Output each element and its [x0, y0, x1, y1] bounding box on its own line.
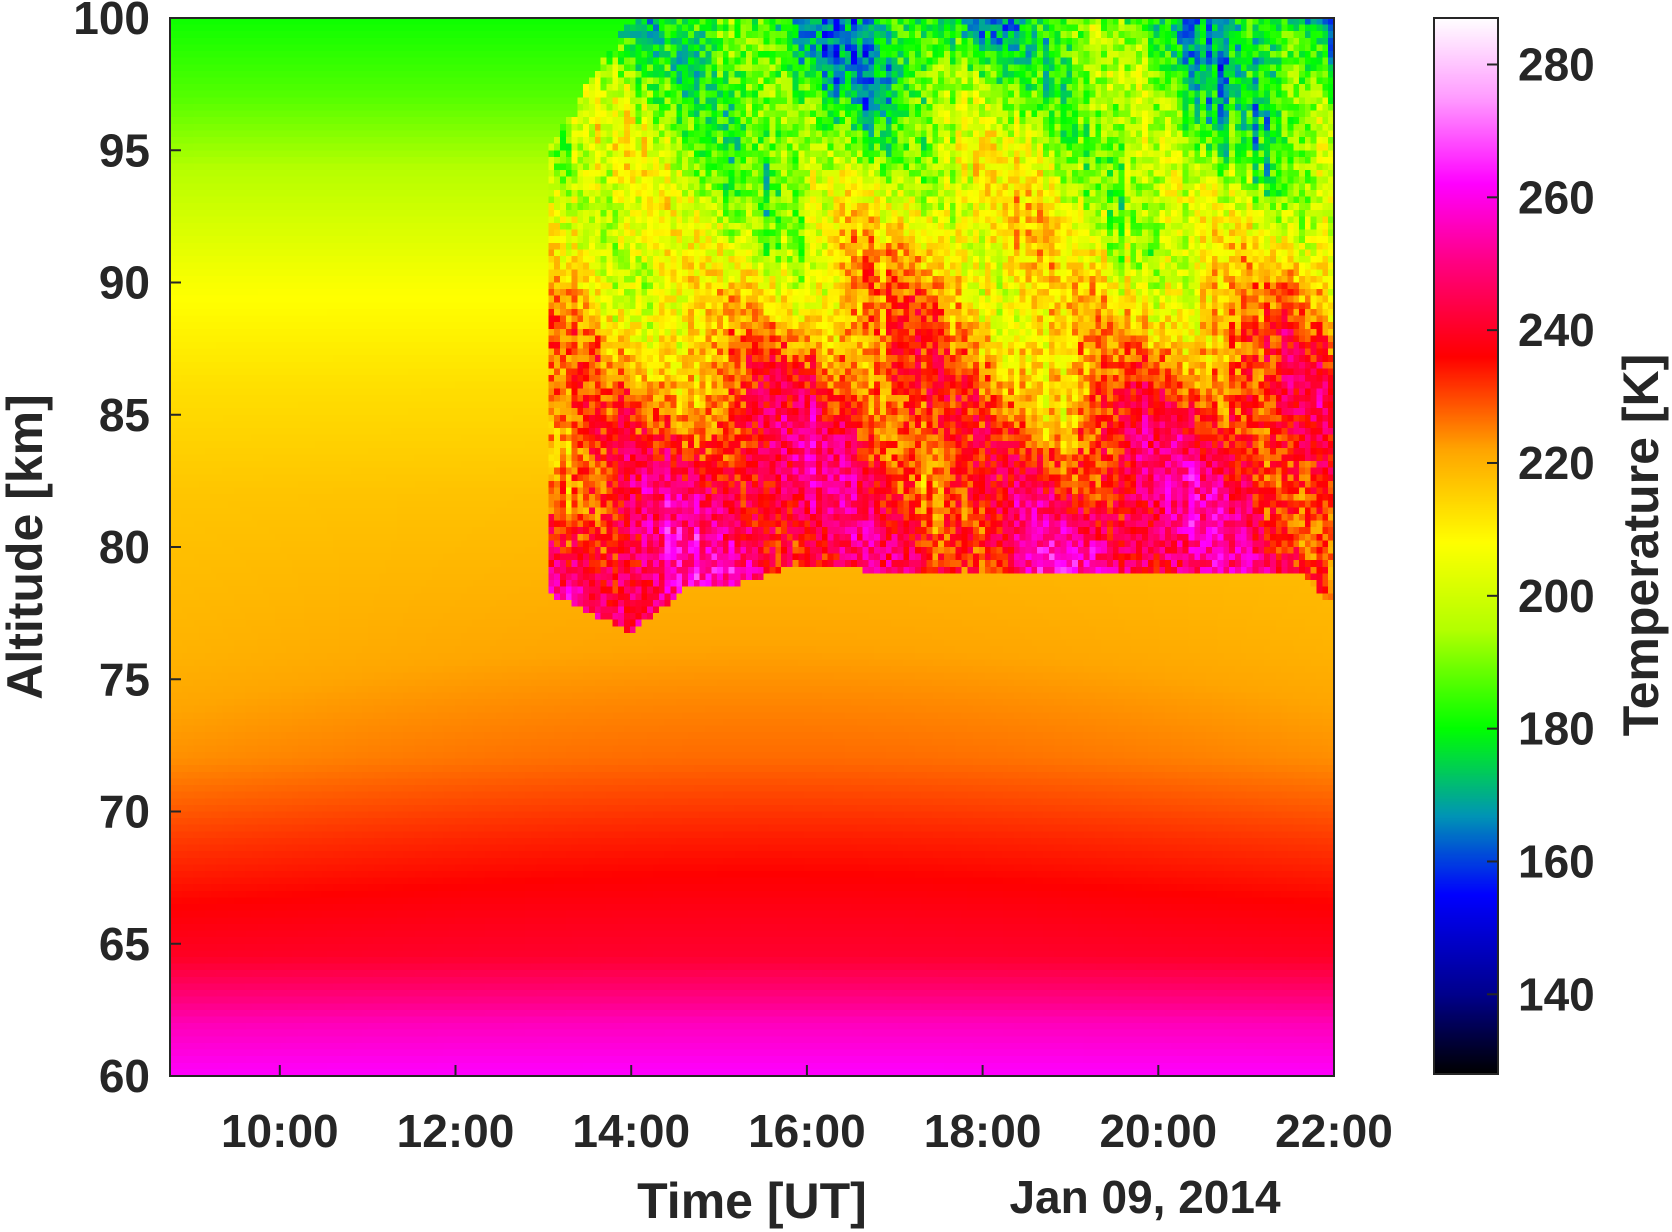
colorbar-tick-label: 160	[1518, 835, 1595, 887]
colorbar-gradient	[1434, 18, 1498, 1074]
y-tick-label: 70	[99, 786, 150, 838]
x-tick-label: 10:00	[221, 1105, 339, 1157]
y-tick-label: 100	[73, 0, 150, 44]
y-tick-label: 65	[99, 918, 150, 970]
x-tick-label: 22:00	[1275, 1105, 1393, 1157]
y-tick-label: 95	[99, 124, 150, 176]
x-axis-label: Time [UT]	[637, 1173, 867, 1229]
colorbar-tick-label: 260	[1518, 171, 1595, 223]
x-tick-label: 20:00	[1099, 1105, 1217, 1157]
date-label: Jan 09, 2014	[1009, 1171, 1281, 1223]
y-axis: 60 65 70 75 80 85 90 95 100	[73, 0, 181, 1102]
temperature-heatmap	[170, 18, 1334, 1076]
y-tick-label: 60	[99, 1050, 150, 1102]
colorbar-tick-label: 200	[1518, 570, 1595, 622]
y-tick-label: 90	[99, 257, 150, 309]
heatmap-image	[170, 18, 1334, 1076]
colorbar-tick-label: 220	[1518, 437, 1595, 489]
x-tick-label: 16:00	[748, 1105, 866, 1157]
x-axis: 10:00 12:00 14:00 16:00 18:00 20:00 22:00	[221, 1065, 1393, 1157]
colorbar-tick-label: 280	[1518, 38, 1595, 90]
colorbar-tick-label: 240	[1518, 304, 1595, 356]
y-axis-label: Altitude [km]	[0, 394, 53, 700]
x-tick-label: 18:00	[924, 1105, 1042, 1157]
y-tick-label: 80	[99, 521, 150, 573]
colorbar-ticks: 140 160 180 200 220 240 260 280	[1487, 38, 1595, 1020]
x-tick-label: 14:00	[572, 1105, 690, 1157]
colorbar-tick-label: 140	[1518, 968, 1595, 1020]
y-tick-label: 85	[99, 389, 150, 441]
colorbar: 140 160 180 200 220 240 260 280	[1433, 17, 1595, 1075]
x-tick-label: 12:00	[397, 1105, 515, 1157]
colorbar-frame	[1433, 17, 1499, 1075]
colorbar-tick-label: 180	[1518, 703, 1595, 755]
colorbar-label: Temperature [K]	[1613, 354, 1669, 736]
y-tick-label: 75	[99, 653, 150, 705]
